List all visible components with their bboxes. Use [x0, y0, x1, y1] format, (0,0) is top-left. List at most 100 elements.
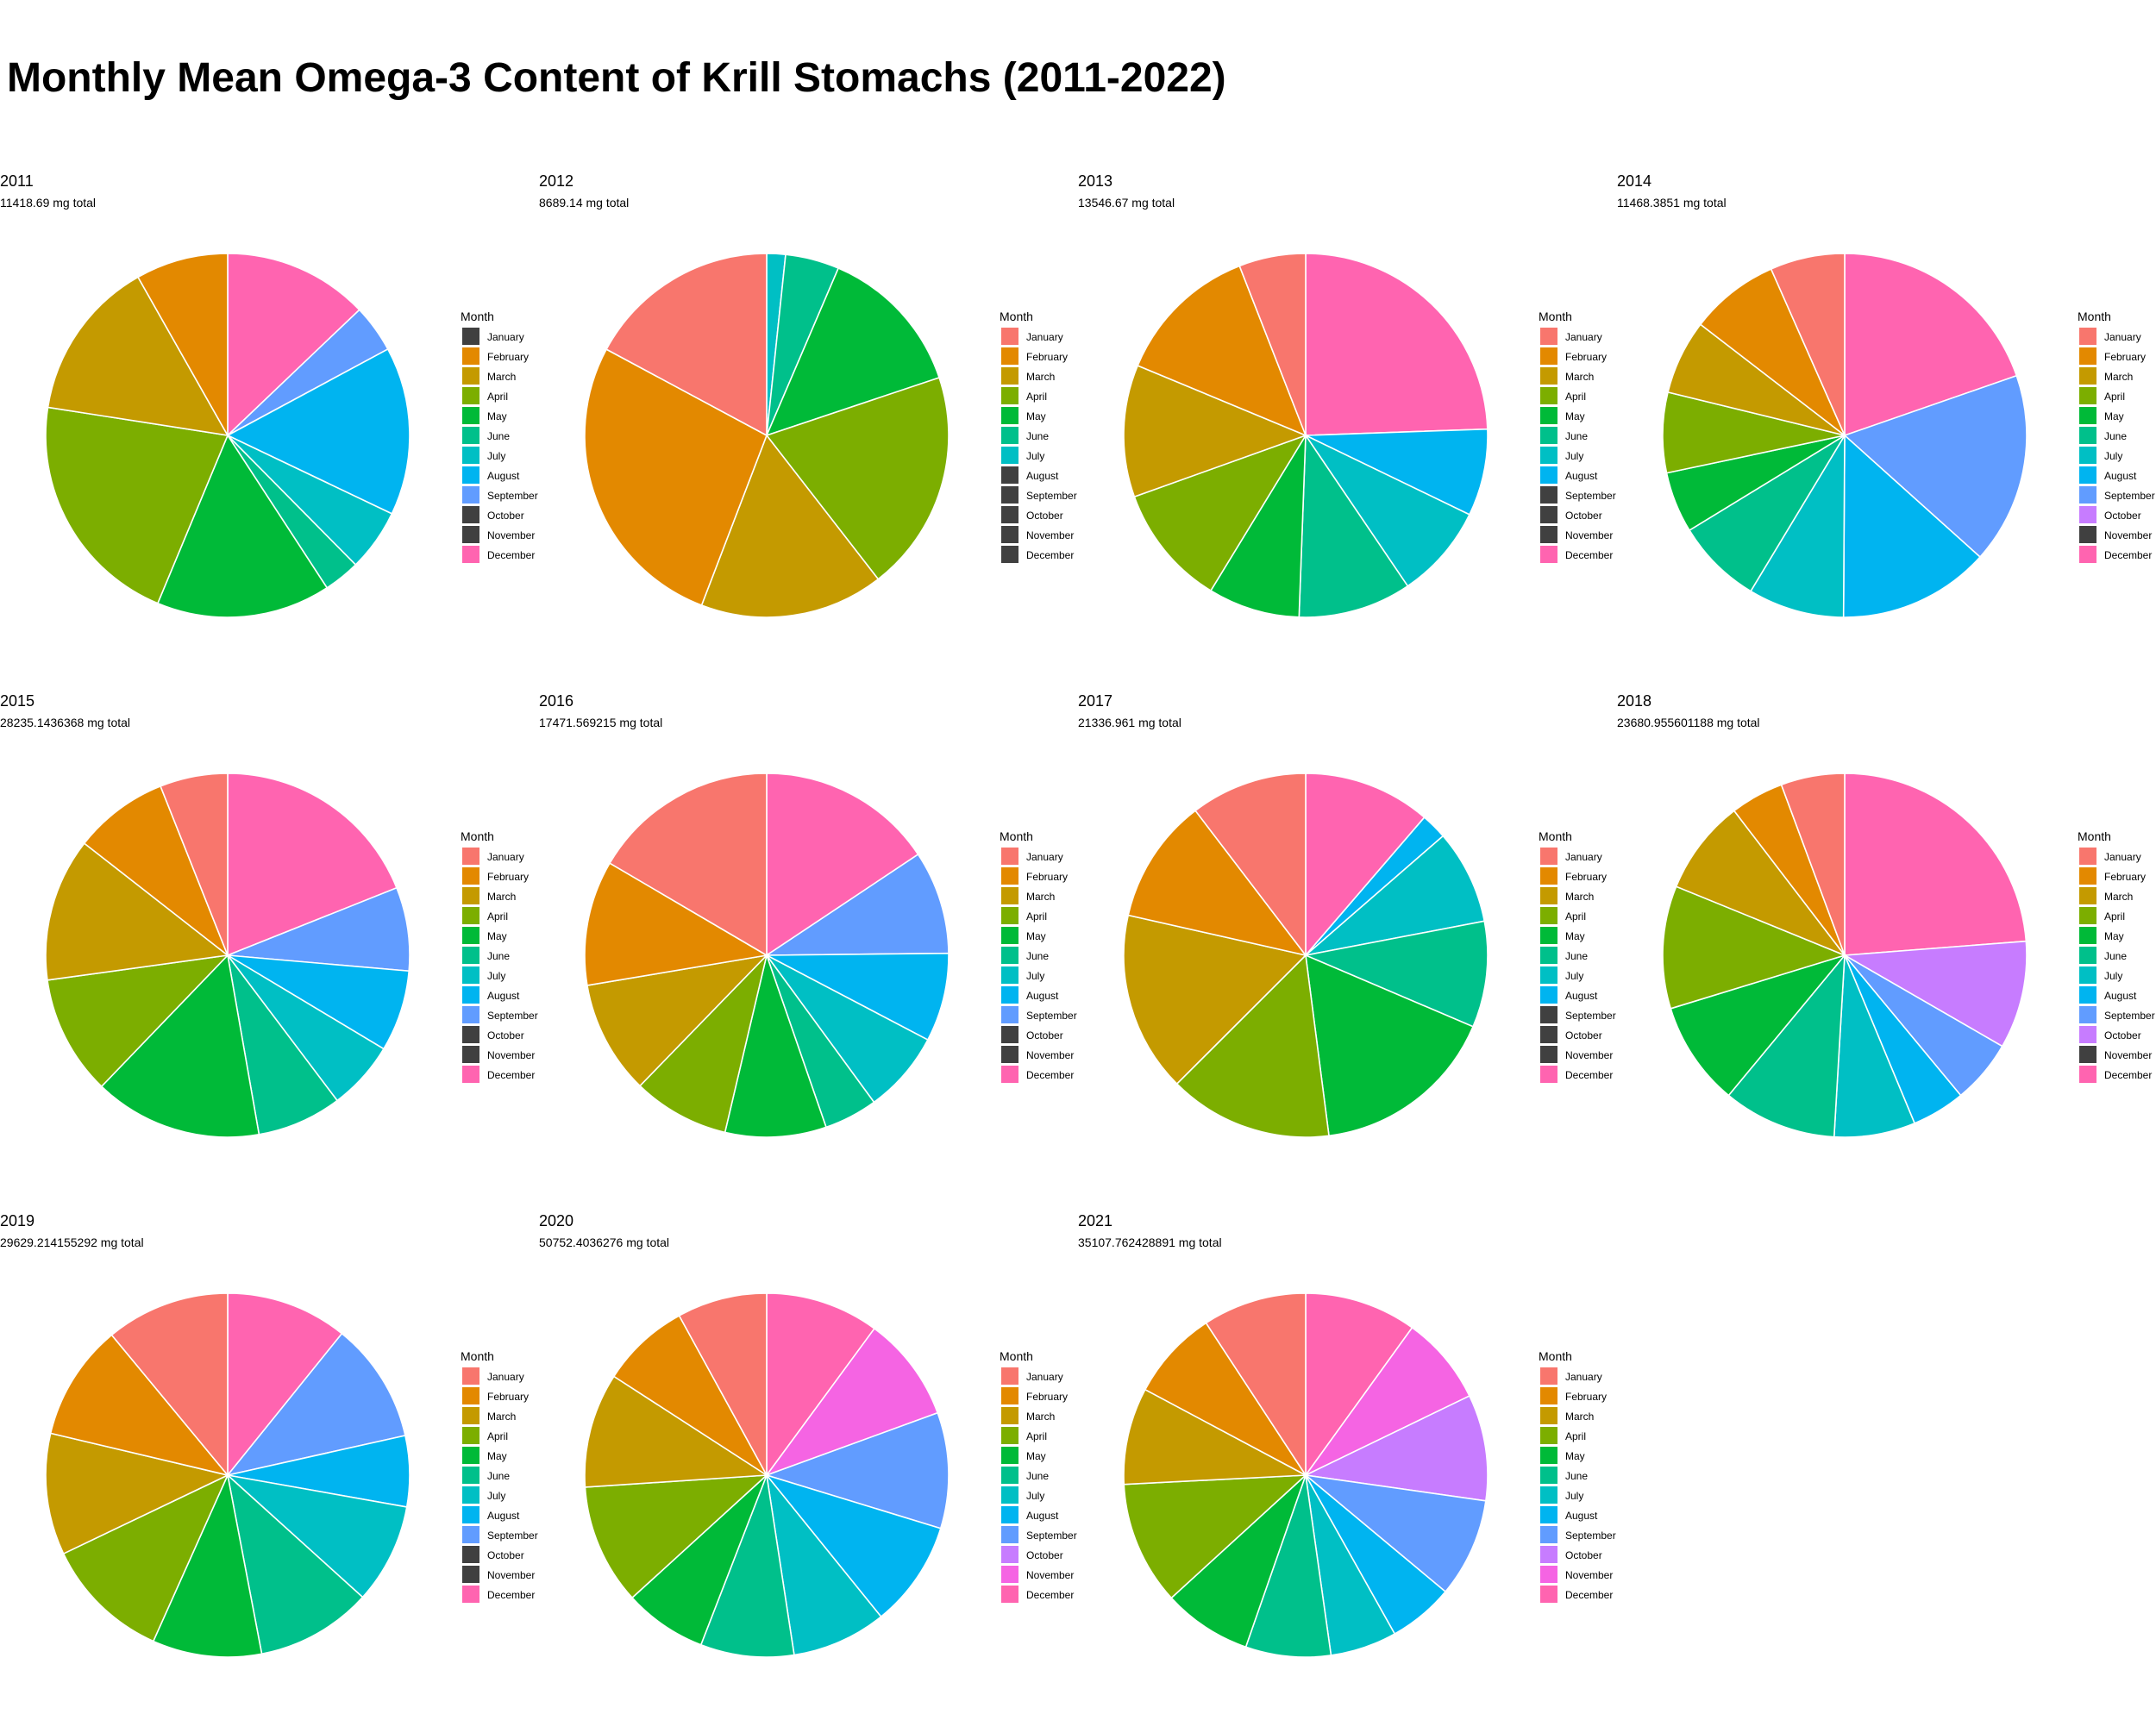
legend-key-september [2079, 1006, 2096, 1023]
pie-slice-december [766, 1292, 876, 1478]
legend-label-april: April [1026, 391, 1047, 403]
legend-label-september: September [1565, 1010, 1616, 1022]
legend-label-december: December [2104, 1069, 2152, 1081]
legend-key-september [462, 1006, 479, 1023]
legend-key-june [2079, 947, 2096, 964]
legend-key-january [2079, 848, 2096, 865]
legend-key-may [1001, 407, 1018, 424]
legend-label-may: May [487, 410, 507, 422]
legend-label-april: April [487, 1430, 508, 1442]
legend-key-january [1001, 1367, 1018, 1385]
panel-title: 2014 [1617, 172, 1651, 190]
legend-label-september: September [2104, 1010, 2155, 1022]
pie-slice-june [1298, 433, 1409, 618]
pie-slice-march [1123, 364, 1308, 498]
legend-key-december [1540, 546, 1557, 563]
legend-label-june: June [1565, 430, 1588, 442]
pie-slice-july [1749, 433, 1846, 618]
legend-key-march [462, 367, 479, 385]
legend-key-september [1540, 1526, 1557, 1543]
pie-slice-january [1205, 1292, 1307, 1478]
legend-label-august: August [487, 990, 520, 1002]
legend-label-july: July [1026, 1490, 1044, 1502]
legend-key-august [2079, 466, 2096, 484]
legend-key-july [2079, 447, 2096, 464]
legend-key-september [1001, 486, 1018, 504]
legend-label-may: May [1026, 1450, 1046, 1462]
legend-key-april [1540, 1427, 1557, 1444]
legend-key-may [2079, 927, 2096, 944]
legend-key-june [1001, 1467, 1018, 1484]
legend-key-february [462, 347, 479, 365]
legend-label-november: November [1026, 529, 1074, 541]
legend-label-february: February [1026, 351, 1068, 363]
legend-label-february: February [2104, 871, 2146, 883]
legend-title: Month [2078, 310, 2111, 323]
pie-slice-july [1303, 433, 1471, 587]
pie-slice-may [152, 1473, 263, 1658]
legend-label-september: September [487, 1010, 538, 1022]
pie-slice-august [1842, 434, 1982, 618]
legend-key-march [1001, 367, 1018, 385]
legend-key-july [2079, 966, 2096, 984]
legend-key-march [2079, 887, 2096, 904]
panel-title: 2019 [0, 1212, 34, 1229]
pie-slice-february [1127, 810, 1307, 957]
legend-key-april [1001, 387, 1018, 404]
legend-label-january: January [1565, 331, 1602, 343]
legend-key-may [462, 927, 479, 944]
pie-slice-january [160, 773, 229, 956]
pie-slice-february [1137, 265, 1307, 437]
legend-label-september: September [1565, 490, 1616, 502]
legend-label-december: December [1565, 549, 1613, 561]
legend-key-february [1001, 867, 1018, 885]
legend-key-october [462, 1546, 479, 1563]
pie-panel-2014: 2014 11468.3851 mg total Month January Febru… [1617, 172, 2155, 618]
legend-key-may [462, 1447, 479, 1464]
pie-slice-april [45, 406, 229, 604]
pie-slice-october [1842, 940, 2028, 1048]
legend-label-april: April [487, 910, 508, 923]
legend-label-december: December [487, 1589, 535, 1601]
pie-slice-january [1238, 253, 1307, 436]
pie-panel-2015: 2015 28235.1436368 mg total Month January Fe… [0, 692, 538, 1138]
legend-key-january [462, 848, 479, 865]
pie-slice-march [586, 954, 769, 1087]
legend-label-june: June [487, 1470, 510, 1482]
legend-label-july: July [487, 970, 505, 982]
legend-label-january: January [2104, 331, 2141, 343]
legend-label-june: June [2104, 430, 2127, 442]
legend-key-may [1540, 927, 1557, 944]
panel-subtitle: 28235.1436368 mg total [0, 716, 130, 729]
pie-slice-february [612, 1314, 768, 1476]
legend-key-october [1540, 506, 1557, 523]
legend-label-february: February [487, 351, 529, 363]
legend-label-february: February [1565, 871, 1607, 883]
legend-label-june: June [487, 430, 510, 442]
panel-subtitle: 29629.214155292 mg total [0, 1235, 144, 1249]
pie-slice-october [1303, 1394, 1489, 1502]
pie-panel-2016: 2016 17471.569215 mg total Month January Feb… [539, 692, 1077, 1138]
pie-slice-april [765, 376, 950, 580]
legend-key-february [1540, 1387, 1557, 1404]
panel-subtitle: 8689.14 mg total [539, 196, 629, 210]
legend-label-november: November [2104, 1049, 2152, 1061]
legend-label-december: December [487, 1069, 535, 1081]
pie-slice-august [226, 347, 411, 515]
legend-label-october: October [1026, 1549, 1063, 1561]
pie-slice-march [45, 1432, 230, 1555]
legend-label-august: August [1565, 990, 1598, 1002]
panel-title: 2012 [539, 172, 573, 190]
legend-key-march [1001, 887, 1018, 904]
legend-key-december [462, 546, 479, 563]
legend-key-november [1001, 1566, 1018, 1583]
pie-panel-2013: 2013 13546.67 mg total Month January Februar… [1078, 172, 1616, 618]
legend-key-april [462, 387, 479, 404]
pie-slice-december [1305, 253, 1489, 436]
pie-slice-december [766, 773, 919, 957]
legend-label-may: May [2104, 410, 2124, 422]
legend-label-december: December [2104, 549, 2152, 561]
legend-label-september: September [1026, 1010, 1077, 1022]
pie-slice-february [584, 862, 769, 986]
legend-label-june: June [1565, 950, 1588, 962]
